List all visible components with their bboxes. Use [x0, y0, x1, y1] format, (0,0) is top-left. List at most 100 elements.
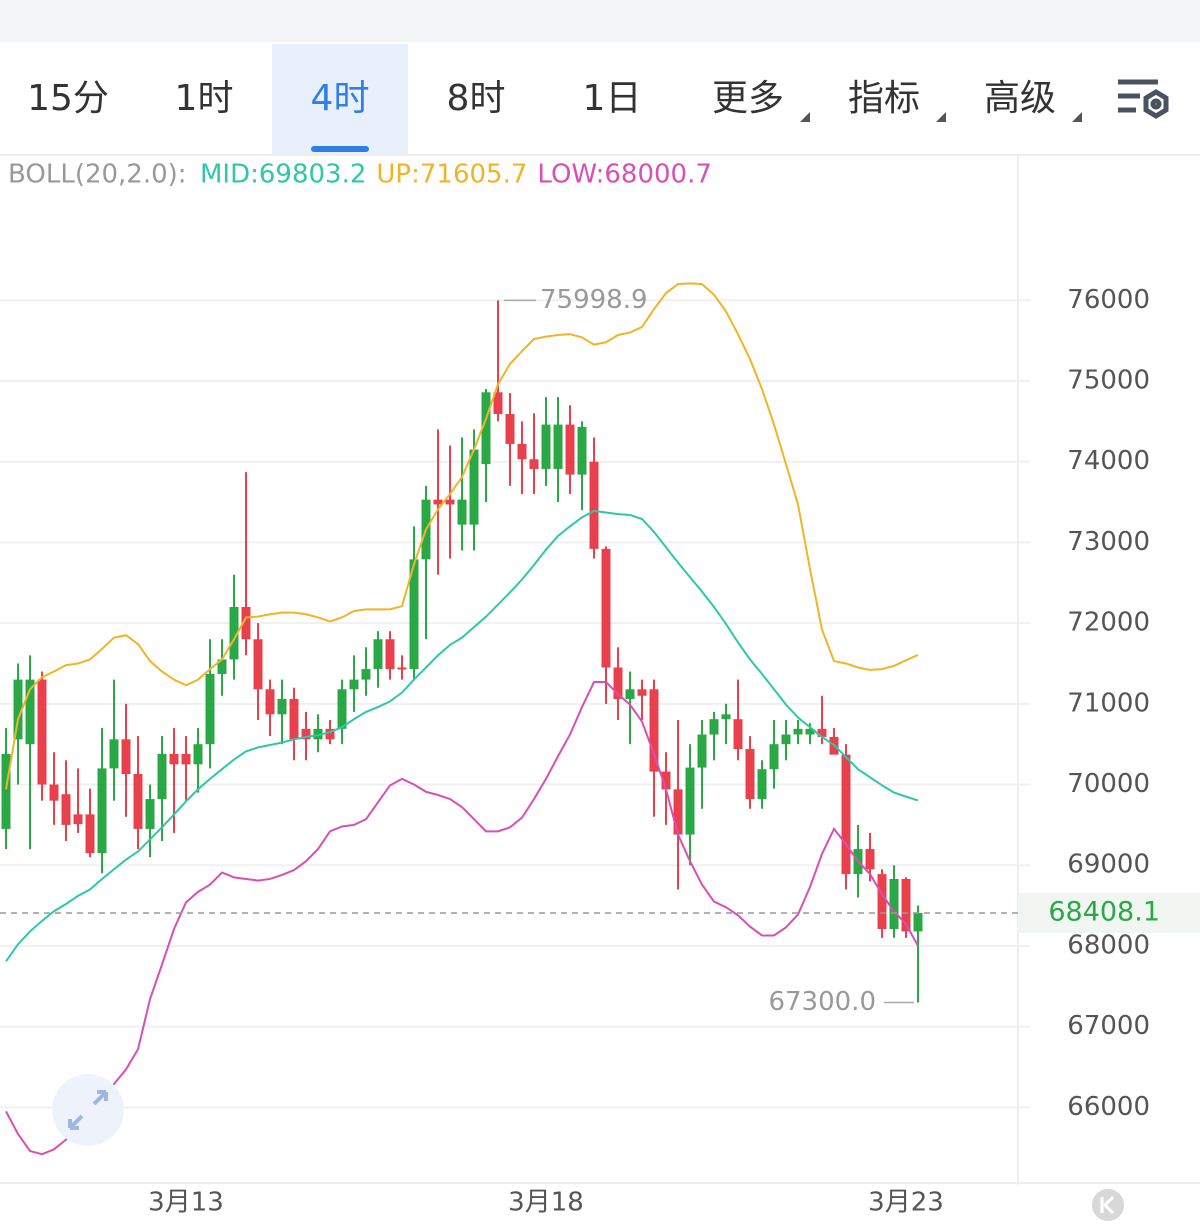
candle-body: [445, 499, 455, 505]
tab[interactable]: 1时: [175, 78, 234, 119]
candle-body: [13, 679, 23, 740]
candle-body: [745, 749, 755, 800]
candle-body: [361, 669, 371, 680]
tab-bar: 15分 1时 4时 8时 1日 更多 指标 高级: [27, 44, 1082, 154]
candle-body: [889, 878, 899, 929]
candle-body: [397, 667, 407, 670]
candle-body: [349, 679, 359, 690]
candle-body: [469, 449, 479, 525]
candle-body: [253, 639, 263, 690]
last-price-label: 68408.1: [1048, 897, 1160, 928]
candle-body: [877, 874, 887, 929]
candle-body: [601, 548, 611, 668]
y-tick-label: 76000: [1067, 285, 1150, 315]
candle-body: [565, 424, 575, 475]
candle-body: [649, 689, 659, 772]
candle-body: [541, 424, 551, 469]
candle-body: [277, 698, 287, 715]
top-strip: [0, 0, 1200, 42]
candle-body: [85, 814, 95, 854]
tab[interactable]: 4时: [311, 78, 370, 119]
candle-body: [517, 443, 527, 460]
candle-body: [781, 734, 791, 745]
y-tick-label: 68000: [1067, 930, 1150, 960]
tab[interactable]: 8时: [447, 78, 506, 119]
dropdown-arrow: [936, 112, 946, 122]
legend-entry: LOW:68000.7: [537, 160, 711, 190]
x-tick-label: 3月13: [148, 1188, 224, 1218]
candle-body: [709, 719, 719, 735]
kline-button[interactable]: [1092, 1189, 1124, 1221]
tab[interactable]: 更多: [712, 78, 784, 119]
candle-body: [109, 739, 119, 769]
candle-body: [589, 461, 599, 549]
candle-body: [613, 667, 623, 699]
y-tick-label: 71000: [1067, 688, 1150, 718]
y-tick-label: 69000: [1067, 850, 1150, 880]
candle-body: [901, 878, 911, 932]
candle-body: [325, 728, 335, 740]
candle-body: [661, 771, 671, 790]
candle-body: [865, 849, 875, 870]
candle-body: [289, 698, 299, 740]
candle-body: [241, 606, 251, 640]
indicator-label: BOLL(20,2.0):: [8, 160, 187, 190]
candle-body: [577, 426, 587, 475]
boll-line: [5, 509, 919, 962]
candle-body: [733, 719, 743, 750]
candle-body: [433, 499, 443, 505]
candle-body: [157, 753, 167, 800]
x-tick-label: 3月23: [868, 1188, 944, 1218]
tab-highlight: [272, 44, 408, 154]
candle-body: [625, 689, 635, 699]
candle-body: [553, 424, 563, 469]
y-tick-label: 74000: [1067, 446, 1150, 476]
candle-body: [493, 392, 503, 415]
x-tick-label: 3月18: [508, 1188, 584, 1218]
y-tick-label: 66000: [1067, 1092, 1150, 1122]
candle-body: [721, 714, 731, 720]
candle-body: [1, 753, 11, 829]
candle-body: [205, 673, 215, 745]
candle-body: [61, 794, 71, 825]
candle-body: [409, 559, 419, 670]
candle-body: [841, 754, 851, 875]
y-tick-label: 75000: [1067, 365, 1150, 395]
dropdown-arrow: [1072, 112, 1082, 122]
settings-icon[interactable]: [1118, 79, 1169, 119]
candle-body: [793, 728, 803, 735]
candle-body: [25, 679, 35, 745]
candle-body: [457, 499, 467, 525]
candle-body: [913, 913, 923, 932]
candle-body: [193, 744, 203, 765]
candle-body: [817, 728, 827, 737]
tab[interactable]: 1日: [583, 78, 642, 119]
legend-entry: UP:71605.7: [376, 160, 527, 190]
candle-body: [505, 414, 515, 444]
candle-body: [805, 728, 815, 735]
tab[interactable]: 高级: [984, 78, 1056, 119]
low-annotation: 67300.0: [768, 987, 876, 1017]
last-price-box: [1018, 893, 1200, 934]
candle-body: [685, 767, 695, 835]
candle-body: [145, 799, 155, 829]
candle-body: [97, 768, 107, 854]
candle-body: [385, 639, 395, 670]
high-annotation: 75998.9: [540, 285, 648, 315]
tab[interactable]: 指标: [848, 78, 920, 119]
candle-body: [73, 814, 83, 825]
candle-body: [169, 753, 179, 765]
expand-button[interactable]: [52, 1074, 124, 1146]
candle-body: [37, 679, 47, 785]
candle-body: [697, 734, 707, 768]
candle-body: [301, 728, 311, 740]
candle-body: [481, 392, 491, 465]
candle-body: [373, 639, 383, 670]
legend-entry: MID:69803.2: [200, 160, 366, 190]
tab[interactable]: 15分: [27, 78, 109, 119]
tab-indicator: [311, 146, 369, 152]
dropdown-arrow: [800, 112, 810, 122]
candle-body: [229, 606, 239, 660]
